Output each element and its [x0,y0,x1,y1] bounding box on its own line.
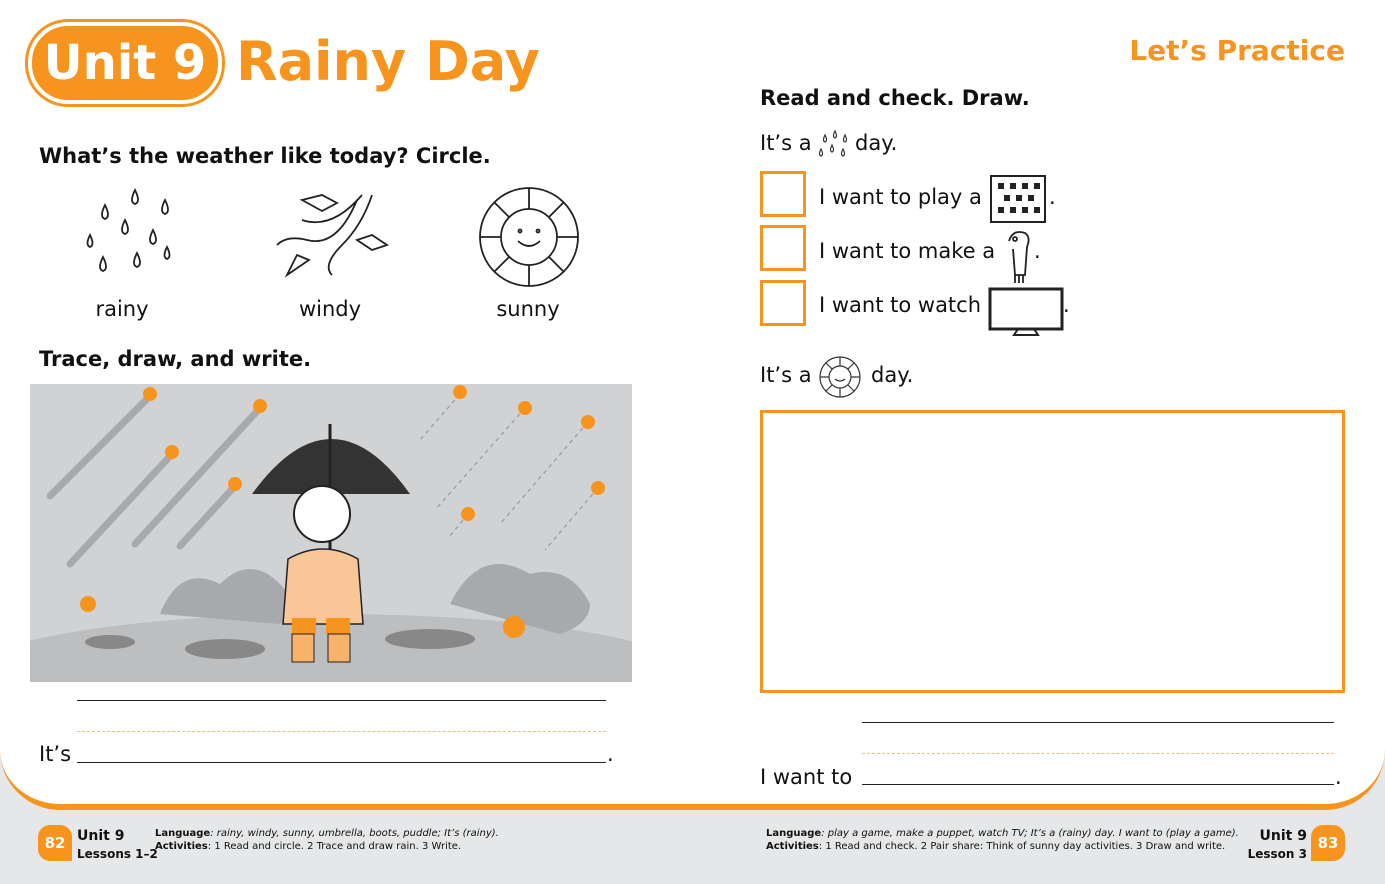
rain-icon [818,129,848,157]
sun-icon [819,356,861,398]
option-play-game: I want to play a [819,185,982,209]
sun-icon[interactable] [478,186,580,288]
footer-unit-right: Unit 9 [1259,828,1307,844]
footer-lessons-right: Lesson 3 [1247,847,1307,861]
footer-lessons-left: Lessons 1–2 [77,847,158,861]
line1-prefix: It’s a [760,131,812,155]
page-title: Rainy Day [236,30,540,93]
checkbox-watch-tv[interactable] [760,280,806,326]
checkbox-make-puppet[interactable] [760,225,806,271]
weather-label-sunny[interactable]: sunny [496,297,560,321]
period: . [1063,293,1070,317]
trace-line-mid [77,731,606,732]
line1-suffix: day. [855,131,898,155]
period: . [1049,185,1056,209]
weather-label-windy[interactable]: windy [298,297,362,321]
line2-prefix: It’s a [760,363,812,387]
language-text: : rainy, windy, sunny, umbrella, boots, … [210,828,499,839]
tv-icon [988,287,1064,336]
line2-suffix: day. [871,363,914,387]
write-prefix: It’s [39,742,72,766]
weather-label-rainy[interactable]: rainy [95,297,149,321]
rain-icon[interactable] [75,185,180,285]
write-period: . [1335,765,1342,789]
trace-line-mid [862,753,1334,754]
trace-line-top [862,722,1334,723]
language-label: Language [155,828,211,839]
activities-text: : 1 Read and check. 2 Pair share: Think … [818,841,1226,852]
question-3: Read and check. Draw. [760,86,1030,110]
period: . [1034,239,1041,263]
write-line[interactable] [862,784,1334,785]
wind-icon[interactable] [272,185,392,285]
puppet-icon [1008,231,1030,283]
page-number-left: 82 [38,825,72,861]
footer-language-left: Language: rainy, windy, sunny, umbrella,… [155,827,499,840]
write-period: . [607,742,614,766]
checkbox-play-game[interactable] [760,171,806,217]
activities-label: Activities [766,841,819,852]
rainy-scene-illustration[interactable] [0,384,690,734]
question-1: What’s the weather like today? Circle. [39,144,491,168]
question-2: Trace, draw, and write. [39,347,312,371]
option-watch-tv: I want to watch [819,293,982,317]
option-make-puppet: I want to make a [819,239,996,263]
footer-language-right: Language: play a game, make a puppet, wa… [766,827,1239,840]
drawing-box[interactable] [760,410,1345,693]
footer-unit-left: Unit 9 [77,828,125,844]
activities-label: Activities [155,841,208,852]
language-label: Language [766,828,822,839]
page-number-right: 83 [1311,825,1345,861]
language-text: : play a game, make a puppet, watch TV; … [821,828,1239,839]
section-title: Let’s Practice [1129,34,1345,67]
game-board-icon [990,175,1046,223]
footer-activities-right: Activities: 1 Read and check. 2 Pair sha… [766,840,1225,853]
footer-activities-left: Activities: 1 Read and circle. 2 Trace a… [155,840,461,853]
activities-text: : 1 Read and circle. 2 Trace and draw ra… [207,841,462,852]
write-prefix: I want to [760,765,853,789]
unit-badge: Unit 9 [28,22,222,104]
write-line[interactable] [77,762,606,763]
trace-line-top [77,700,606,701]
